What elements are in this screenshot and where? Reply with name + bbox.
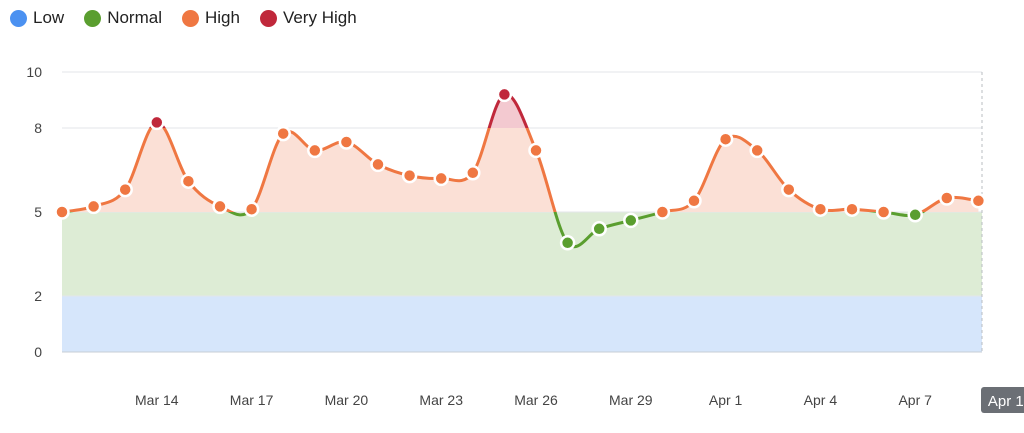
legend-label-low: Low	[33, 8, 65, 27]
chart-legend: Low Normal High Very High	[10, 8, 357, 28]
data-point[interactable]	[717, 131, 734, 147]
data-point[interactable]	[275, 125, 291, 142]
x-tick-label: Mar 17	[230, 392, 274, 408]
data-point[interactable]	[781, 181, 797, 198]
x-tick-label: Mar 26	[514, 392, 558, 408]
data-point[interactable]	[654, 204, 671, 220]
x-tick-label: Apr 1	[709, 392, 743, 408]
x-tick-label: Mar 23	[419, 392, 463, 408]
legend-label-normal: Normal	[107, 8, 162, 27]
data-point[interactable]	[749, 142, 765, 159]
x-tick-label: Apr 4	[804, 392, 838, 408]
data-point[interactable]	[907, 207, 923, 223]
data-point[interactable]	[970, 193, 987, 209]
data-point[interactable]	[54, 204, 70, 220]
data-point[interactable]	[433, 170, 449, 187]
x-tick-label: Mar 29	[609, 392, 653, 408]
legend-dot-low	[10, 9, 27, 27]
legend-item-normal[interactable]: Normal	[84, 8, 162, 28]
x-tick-label: Apr 7	[898, 392, 932, 408]
data-point[interactable]	[496, 86, 513, 103]
y-tick-label: 2	[34, 288, 42, 304]
x-tick-label: Mar 20	[325, 392, 369, 408]
data-point[interactable]	[180, 173, 197, 189]
data-point[interactable]	[875, 204, 892, 220]
y-axis-ticks: 0 2 5 8 10	[26, 64, 42, 360]
legend-dot-high	[181, 9, 199, 27]
data-point[interactable]	[623, 212, 639, 229]
data-point[interactable]	[401, 167, 418, 184]
level-bands	[62, 212, 982, 352]
legend-dot-normal	[84, 9, 102, 27]
legend-item-high[interactable]: High	[181, 8, 240, 28]
data-point[interactable]	[307, 142, 323, 159]
legend-label-very-high: Very High	[282, 8, 357, 27]
data-point[interactable]	[243, 201, 260, 217]
data-point[interactable]	[528, 142, 544, 159]
data-point[interactable]	[212, 198, 228, 215]
data-point[interactable]	[812, 201, 829, 217]
line-very-high	[149, 92, 529, 128]
data-point[interactable]	[338, 134, 355, 150]
area-fills	[62, 94, 979, 212]
data-point[interactable]	[370, 156, 386, 173]
area-high	[62, 128, 979, 212]
data-point[interactable]	[844, 201, 860, 217]
y-tick-label: 10	[26, 64, 42, 80]
legend-label-high: High	[204, 8, 240, 27]
data-point[interactable]	[591, 221, 607, 237]
legend-item-low[interactable]: Low	[10, 8, 64, 28]
data-point[interactable]	[117, 181, 133, 198]
data-point[interactable]	[559, 235, 576, 251]
data-point[interactable]	[686, 193, 702, 209]
y-tick-label: 5	[34, 204, 42, 220]
legend-dot-very-high	[259, 9, 277, 27]
band-low	[62, 296, 982, 352]
x-tick-label-highlighted: Apr 10	[988, 393, 1024, 410]
data-point[interactable]	[465, 165, 481, 181]
band-normal	[62, 212, 982, 296]
data-points	[54, 86, 987, 251]
data-point[interactable]	[85, 198, 102, 215]
data-point[interactable]	[149, 114, 165, 131]
data-point[interactable]	[939, 190, 955, 206]
legend-item-very-high[interactable]: Very High	[259, 8, 357, 28]
x-axis-ticks: Mar 14 Mar 17 Mar 20 Mar 23 Mar 26 Mar 29 Apr …	[135, 387, 1024, 413]
y-tick-label: 8	[34, 120, 42, 136]
y-tick-label: 0	[34, 344, 42, 360]
x-tick-label: Mar 14	[135, 392, 179, 408]
x-tick-highlight	[981, 387, 1024, 413]
